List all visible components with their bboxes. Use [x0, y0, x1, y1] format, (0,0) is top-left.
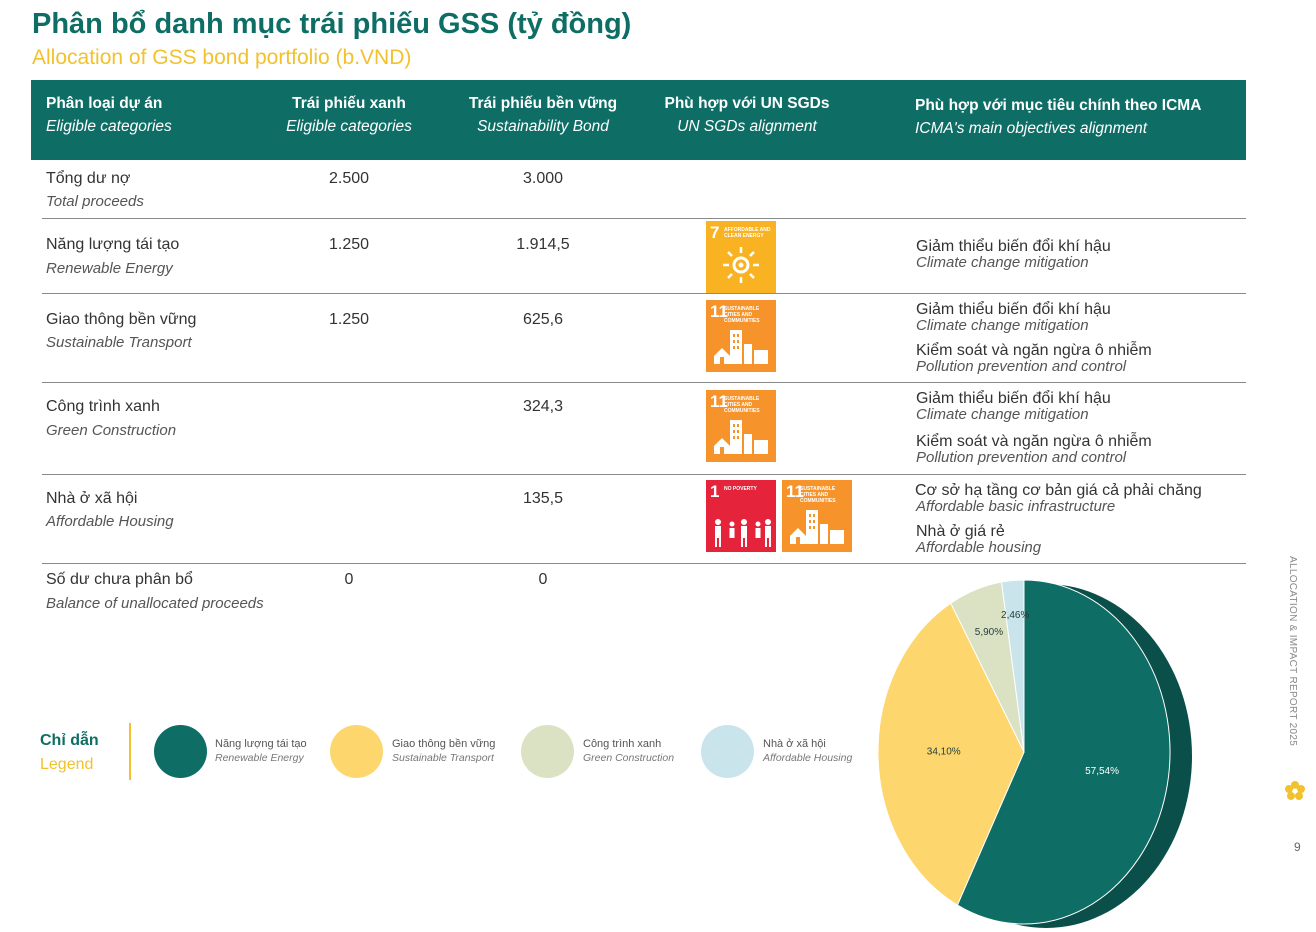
row-divider [42, 474, 1246, 475]
legend-label-en: Green Construction [583, 752, 675, 764]
legend-swatch-transport [330, 725, 383, 778]
legend-label: Công trình xanh [583, 738, 662, 750]
sdg-1-icon: 1 NO POVERTY [706, 480, 776, 552]
sdg-11-icon: 11 SUSTAINABLE CITIES AND COMMUNITIES [706, 300, 776, 372]
page-title: Phân bổ danh mục trái phiếu GSS (tỷ đồng… [32, 8, 632, 40]
pie-data-label: 5,90% [975, 627, 1003, 638]
legend-divider [129, 723, 131, 780]
report-side-label: ALLOCATION & IMPACT REPORT 2025 [1287, 556, 1298, 747]
table-row: Giao thông bền vững Sustainable Transpor… [46, 300, 1152, 375]
legend-label: Giao thông bền vững [392, 738, 496, 750]
table-row: Nhà ở xã hội Affordable Housing 135,5 1 … [46, 480, 1202, 556]
legend-title: Chỉ dẫn [40, 732, 99, 749]
sdg-7-icon: 7 AFFORDABLE AND CLEAN ENERGY [706, 221, 776, 293]
header-icma: Phù hợp với mục tiêu chính theo ICMA ICM… [915, 97, 1202, 137]
row-divider [42, 218, 1246, 219]
header-sustainability-bond: Trái phiếu bền vững Sustainability Bond [468, 95, 618, 135]
legend-label-en: Sustainable Transport [392, 752, 494, 764]
header-category: Phân loại dự án Eligible categories [46, 95, 172, 135]
legend-title-en: Legend [40, 756, 94, 773]
table-row: Năng lượng tái tạo Renewable Energy 1.25… [42, 219, 1246, 293]
legend-label-en: Renewable Energy [215, 752, 304, 764]
sdg-11-icon: 11 SUSTAINABLE CITIES AND COMMUNITIES [782, 480, 852, 552]
table-header: Phân loại dự án Eligible categories Trái… [31, 80, 1246, 160]
pie-data-label: 2,46% [1001, 610, 1029, 621]
legend-label: Năng lượng tái tạo [215, 738, 307, 750]
pie-slice-housing [1000, 579, 1025, 753]
sdg-11-icon: 11 SUSTAINABLE CITIES AND COMMUNITIES [706, 390, 776, 462]
allocation-pie-chart: 57,54% 34,10% 5,90% 2,46% [877, 579, 1192, 928]
legend-swatch-construction [521, 725, 574, 778]
row-divider [42, 382, 1246, 383]
header-green-bond: Trái phiếu xanh Eligible categories [286, 95, 412, 135]
pie-data-label: 57,54% [1085, 766, 1119, 777]
pie-data-label: 34,10% [927, 746, 961, 757]
legend-label-en: Affordable Housing [763, 752, 853, 764]
table-row: Số dư chưa phân bổ Balance of unallocate… [46, 571, 548, 612]
table-row: Công trình xanh Green Construction 324,3… [46, 390, 1152, 466]
legend-label: Nhà ở xã hội [763, 738, 826, 750]
legend-swatch-housing [701, 725, 754, 778]
header-sdgs: Phù hợp với UN SGDs UN SGDs alignment [664, 95, 830, 135]
page-number: 9 [1294, 840, 1301, 854]
page-subtitle: Allocation of GSS bond portfolio (b.VND) [32, 46, 412, 69]
row-divider [42, 563, 1246, 564]
table-row: Tổng dư nợ Total proceeds 2.500 3.000 [46, 170, 564, 210]
legend-swatch-renewable [154, 725, 207, 778]
flower-logo-icon [1285, 781, 1305, 800]
pie-slice-renewable [956, 579, 1171, 925]
row-divider [42, 293, 1246, 294]
